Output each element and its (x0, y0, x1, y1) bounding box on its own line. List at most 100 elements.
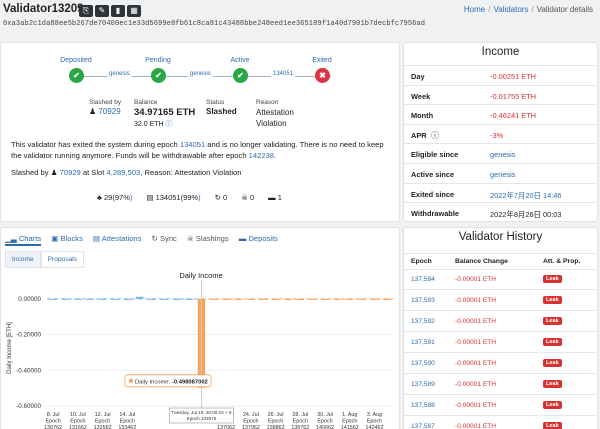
history-epoch-link[interactable]: 137,593 (411, 297, 435, 304)
x-tick-label: 137962 (242, 425, 260, 429)
history-epoch-link[interactable]: 137,588 (411, 402, 435, 409)
x-tick-label: 12. Jul (95, 412, 111, 418)
validator-status-card: Deposited ✔ Pending ✔ Active ✔ Exited ✖ … (0, 42, 400, 222)
detail-tabs: ▁▃ Charts ▣ Blocks ▤ Attestations ↻ Sync… (5, 234, 278, 246)
qr-icon[interactable]: ▦ (127, 5, 141, 17)
step-deposited-label: Deposited (60, 57, 92, 64)
chart-bar[interactable] (296, 298, 305, 300)
history-epoch-link[interactable]: 137,590 (411, 360, 435, 367)
edit-icon[interactable]: ✎ (95, 5, 109, 17)
validator-history-card: Validator History Epoch Balance Change A… (403, 227, 598, 429)
col-balance-change[interactable]: Balance Change (455, 258, 508, 265)
slashed-by-link[interactable]: 70929 (98, 107, 121, 116)
chart-bar[interactable] (222, 298, 230, 300)
income-row: Active since genesis (404, 163, 597, 184)
table-row: 137,594 -0.00001 ETH Leak (404, 270, 597, 290)
tab-deposits[interactable]: ▬ Deposits (238, 234, 278, 243)
subtab-proposals[interactable]: Proposals (40, 251, 84, 268)
chart-bar[interactable] (160, 298, 169, 300)
history-title: Validator History (458, 231, 543, 243)
x-tick-label: 30. Jul (317, 412, 333, 418)
chart-bar[interactable] (271, 298, 280, 300)
chart-bar[interactable] (148, 298, 156, 300)
col-epoch[interactable]: Epoch (411, 258, 432, 265)
chart-bar[interactable] (74, 298, 82, 300)
income-row-label: Eligible since (411, 150, 459, 160)
income-row-value[interactable]: genesis (490, 170, 516, 179)
slashed-by-label: Slashed by (89, 99, 122, 106)
validator-stats: ♣ 29(97%) ▤ 134051(99%) ↻ 0 ☠ 0 ▬ 1 (97, 193, 282, 202)
slot-link[interactable]: 4,289,503 (106, 168, 141, 177)
breadcrumb-validators[interactable]: Validators (493, 5, 529, 14)
chart-bar[interactable] (370, 298, 379, 300)
leak-badge: Leak (543, 317, 562, 325)
chart-bar[interactable] (333, 298, 342, 300)
info-icon[interactable]: ⓘ (165, 121, 173, 128)
chart-bar[interactable] (346, 298, 354, 300)
x-tick-label: 132562 (94, 425, 112, 429)
chart-bar[interactable] (98, 298, 107, 300)
chart-bar[interactable] (111, 298, 119, 300)
exited-icon: ✖ (315, 68, 330, 83)
income-card: Income Day -0.00251 ETH Week -0.01755 ETH Mo… (403, 42, 598, 222)
chart-bar[interactable] (185, 298, 193, 300)
history-balance-change: -0.00001 ETH (455, 360, 497, 367)
breadcrumb-current: Validator details (536, 5, 593, 14)
chart-bar[interactable] (234, 298, 243, 300)
segment-label[interactable]: 134051 (271, 71, 296, 77)
history-epoch-link[interactable]: 137,594 (411, 276, 435, 283)
x-tick-label: Epoch (293, 419, 308, 425)
slashed-by-value[interactable]: ♟ 70929 (89, 107, 121, 116)
exit-epoch-link[interactable]: 134051 (179, 140, 206, 149)
segment-label[interactable]: genesis (107, 71, 132, 77)
history-epoch-link[interactable]: 137,589 (411, 381, 435, 388)
copy-icon[interactable]: ⎘ (79, 5, 93, 17)
chart-bar[interactable] (308, 298, 317, 300)
stat-proposals: ▤ 134051(99%) (146, 193, 201, 202)
slasher-link[interactable]: 70929 (59, 168, 81, 177)
tab-sync[interactable]: ↻ Sync (151, 234, 177, 243)
chart-bar[interactable] (86, 298, 94, 300)
tab-slashings[interactable]: ☠ Slashings (186, 234, 229, 243)
chart-bar[interactable] (383, 298, 391, 300)
x-tick-label: 137062 (217, 425, 235, 429)
date-tooltip-date: Tuesday, Jul 19, 20:00:23 + 6 (171, 410, 232, 415)
income-row-value[interactable]: genesis (490, 150, 516, 160)
chart-bar[interactable] (358, 298, 366, 300)
breadcrumb-home[interactable]: Home (463, 5, 486, 14)
history-balance-change: -0.00001 ETH (455, 297, 497, 304)
chart-bar[interactable] (49, 298, 57, 300)
chart-bar[interactable] (284, 298, 292, 300)
chart-bar[interactable] (210, 298, 218, 300)
validator-pubkey: 0xa3ab2c1da88ee5b267de70400ec1e33d5699e8… (3, 20, 426, 28)
chart-bar[interactable] (135, 296, 144, 299)
chart-bar[interactable] (123, 298, 132, 300)
chart-bar[interactable] (247, 298, 255, 300)
withdraw-epoch-link[interactable]: 142238 (248, 151, 274, 160)
tab-charts[interactable]: ▁▃ Charts (5, 234, 42, 246)
x-tick-label: 141562 (341, 425, 359, 429)
attestations-icon: ▤ (92, 234, 101, 243)
chart-bar[interactable] (61, 298, 70, 300)
subtab-income[interactable]: Income (5, 251, 41, 268)
chart-bar[interactable] (259, 298, 267, 300)
daily-income-chart[interactable]: Daily Income [ETH] 0.00000 -0.20000 -0.4000… (1, 228, 401, 429)
help-icon[interactable]: ⓘ (431, 130, 439, 140)
history-epoch-link[interactable]: 137,587 (411, 423, 435, 429)
check-icon: ✔ (69, 68, 84, 83)
income-row-value[interactable]: 2022年7月20日 14:46 (490, 190, 562, 200)
page-header: Validator13209 ⎘ ✎ ▮ ▦ 0xa3ab2c1da88ee5b… (3, 3, 597, 31)
tab-attestations[interactable]: ▤ Attestations (92, 234, 142, 243)
history-epoch-link[interactable]: 137,592 (411, 318, 435, 325)
chart-bar[interactable] (321, 298, 329, 300)
segment-label[interactable]: genesis (188, 71, 213, 77)
tab-blocks[interactable]: ▣ Blocks (51, 234, 83, 243)
y-tick-label: -0.60000 (16, 403, 41, 410)
x-tick-label: 133462 (118, 425, 136, 429)
history-epoch-link[interactable]: 137,591 (411, 339, 435, 346)
x-tick-label: 24. Jul (243, 412, 259, 418)
col-att-prop[interactable]: Att. & Prop. (543, 258, 581, 265)
chart-bar[interactable] (173, 298, 181, 300)
effective-balance: 32.0 ETH ⓘ (134, 121, 173, 128)
bookmark-icon[interactable]: ▮ (111, 5, 125, 17)
